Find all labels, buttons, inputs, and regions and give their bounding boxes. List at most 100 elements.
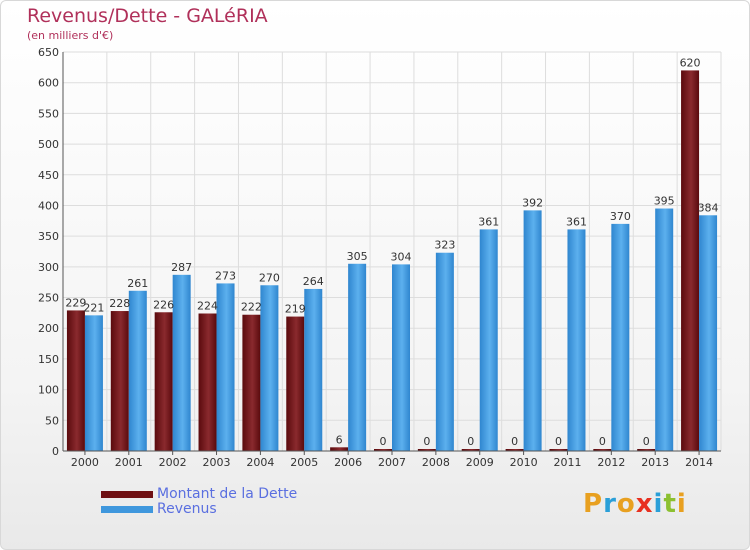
data-label-dette: 229 [65, 296, 86, 309]
data-label-revenus: 361 [566, 215, 587, 228]
x-tick-label: 2001 [115, 456, 143, 469]
chart-title: Revenus/Dette - GALéRIA [27, 5, 268, 27]
bar-revenus [128, 290, 147, 451]
logo-letter: r [603, 489, 617, 519]
x-tick-label: 2012 [597, 456, 625, 469]
x-tick-label: 2006 [334, 456, 362, 469]
x-tick-label: 2009 [466, 456, 494, 469]
x-tick-label: 2011 [553, 456, 581, 469]
bar-dette [154, 312, 173, 451]
data-label-dette: 0 [511, 435, 518, 448]
legend-swatch-revenus [101, 506, 153, 513]
bar-dette [417, 449, 436, 451]
data-label-revenus: 370 [610, 210, 631, 223]
data-label-dette: 222 [241, 301, 262, 314]
y-tick-label: 50 [45, 414, 59, 427]
logo-letter: i [653, 489, 664, 519]
bar-revenus [348, 263, 367, 451]
data-label-revenus: 361 [478, 215, 499, 228]
bar-dette [593, 449, 612, 451]
bar-dette [549, 449, 568, 451]
data-label-revenus: 392 [522, 196, 543, 209]
data-label-revenus: 270 [259, 271, 280, 284]
data-label-revenus: 304 [391, 250, 412, 263]
bar-revenus [435, 252, 454, 451]
x-tick-label: 2002 [159, 456, 187, 469]
legend-item-revenus: Revenus [101, 502, 297, 517]
proxiti-logo: Proxiti [583, 489, 687, 519]
data-label-revenus: 323 [434, 239, 455, 252]
y-tick-label: 250 [38, 292, 59, 305]
data-label-revenus: 395 [654, 195, 675, 208]
x-tick-label: 2004 [246, 456, 274, 469]
bar-dette [461, 449, 480, 451]
x-tick-label: 2014 [685, 456, 713, 469]
logo-letter: t [663, 489, 677, 519]
data-label-dette: 0 [555, 435, 562, 448]
x-tick-label: 2007 [378, 456, 406, 469]
data-label-revenus: 261 [127, 277, 148, 290]
data-label-revenus: 305 [347, 250, 368, 263]
bar-dette [242, 314, 261, 451]
axes: 0501001502002503003504004505005506006502… [38, 46, 721, 469]
y-tick-label: 550 [38, 107, 59, 120]
logo-letter: P [583, 489, 604, 519]
bar-dette [110, 311, 129, 451]
legend-label-revenus: Revenus [157, 501, 217, 517]
bar-revenus [655, 208, 674, 451]
bar-revenus [567, 229, 586, 451]
bar-dette [681, 70, 700, 452]
data-label-dette: 224 [197, 299, 218, 312]
x-tick-label: 2000 [71, 456, 99, 469]
y-tick-label: 0 [52, 445, 59, 458]
logo-letter: x [635, 489, 654, 519]
y-tick-label: 650 [38, 46, 59, 59]
bar-revenus [216, 283, 235, 451]
legend-label-dette: Montant de la Dette [157, 486, 298, 502]
x-tick-label: 2010 [510, 456, 538, 469]
bar-dette [330, 447, 349, 451]
logo-letter: i [676, 489, 687, 519]
data-label-dette: 0 [643, 435, 650, 448]
data-label-revenus: 384 [698, 201, 719, 214]
bar-dette [505, 449, 524, 451]
y-tick-label: 300 [38, 261, 59, 274]
x-tick-label: 2003 [203, 456, 231, 469]
y-tick-label: 350 [38, 230, 59, 243]
bar-revenus [392, 264, 410, 451]
y-tick-label: 200 [38, 322, 59, 335]
data-label-dette: 0 [380, 435, 387, 448]
data-label-dette: 620 [680, 56, 701, 69]
legend-item-dette: Montant de la Dette [101, 487, 297, 502]
bar-revenus [260, 285, 279, 451]
bar-revenus [523, 210, 542, 451]
data-label-dette: 0 [467, 435, 474, 448]
data-label-dette: 219 [285, 303, 306, 316]
bar-dette [66, 310, 85, 451]
data-label-dette: 0 [599, 435, 606, 448]
bar-revenus [304, 288, 323, 451]
data-label-dette: 226 [153, 298, 174, 311]
y-tick-label: 450 [38, 169, 59, 182]
data-label-revenus: 287 [171, 261, 192, 274]
x-tick-label: 2013 [641, 456, 669, 469]
legend: Montant de la Dette Revenus [101, 487, 297, 517]
bars [66, 70, 718, 452]
legend-swatch-dette [101, 491, 153, 498]
bar-dette [286, 316, 305, 451]
y-tick-label: 600 [38, 77, 59, 90]
data-label-revenus: 221 [83, 301, 104, 314]
data-label-dette: 6 [336, 433, 343, 446]
x-tick-label: 2008 [422, 456, 450, 469]
bar-dette [198, 313, 217, 451]
y-tick-label: 400 [38, 199, 59, 212]
data-label-revenus: 264 [303, 275, 324, 288]
logo-letter: o [616, 489, 636, 519]
bar-revenus [84, 315, 103, 451]
bar-revenus [611, 223, 630, 451]
bar-revenus [479, 229, 498, 451]
data-label-revenus: 273 [215, 269, 236, 282]
